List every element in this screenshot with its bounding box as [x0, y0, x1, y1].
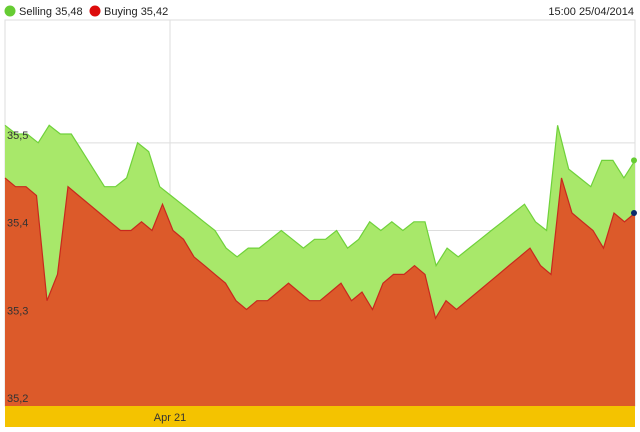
selling-last-point [631, 157, 637, 164]
buying-last-point [631, 210, 637, 216]
y-tick-label: 35,3 [7, 305, 28, 317]
x-tick-label: Apr 21 [154, 412, 186, 424]
last-value-markers [631, 157, 637, 216]
buying-legend-dot [89, 5, 101, 17]
y-axis-ticks: 35,2 35,3 35,4 35,5 [7, 130, 28, 405]
buying-legend-label: Buying 35,42 [104, 6, 168, 18]
y-tick-label: 35,5 [7, 130, 28, 142]
selling-line [4, 124, 636, 268]
x-axis-band [5, 406, 635, 427]
buying-line [4, 177, 636, 320]
y-tick-label: 35,2 [7, 393, 28, 405]
buying-series [4, 177, 636, 406]
buying-area [5, 177, 635, 406]
selling-legend-label: Selling 35,48 [19, 6, 83, 18]
selling-legend-dot [4, 5, 16, 17]
timestamp-label: 15:00 25/04/2014 [548, 6, 634, 18]
y-tick-label: 35,4 [7, 218, 28, 230]
x-axis-ticks: Apr 21 [154, 412, 186, 424]
